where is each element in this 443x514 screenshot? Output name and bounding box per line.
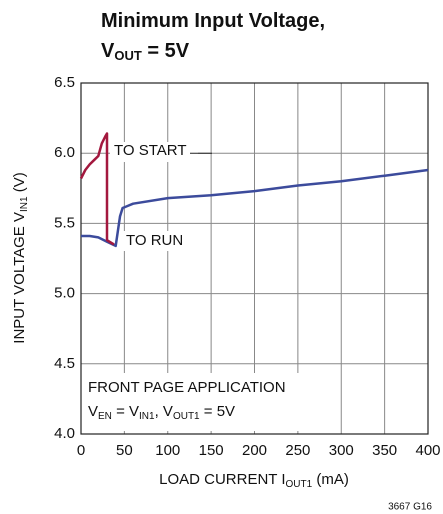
y-tick-label: 5.5	[54, 214, 75, 231]
annotation: FRONT PAGE APPLICATION	[88, 379, 286, 396]
annotation-part: V	[88, 403, 98, 420]
x-tick-label: 250	[285, 442, 310, 459]
y-tick-label: 6.0	[54, 144, 75, 161]
annotation: TO RUN	[126, 232, 183, 249]
x-tick-label: 150	[199, 442, 224, 459]
annotation-sub: OUT1	[173, 411, 200, 422]
annotation-part: , V	[155, 403, 173, 420]
y-tick-label: 4.0	[54, 425, 75, 442]
data-line	[79, 132, 115, 246]
chart-title: Minimum Input Voltage,	[101, 10, 325, 32]
x-tick-label: 350	[372, 442, 397, 459]
x-tick-label: 50	[116, 442, 133, 459]
label-part: INPUT VOLTAGE V	[11, 212, 28, 344]
annotation-bg	[110, 142, 198, 162]
annotation-bg	[84, 373, 304, 431]
title-part: = 5V	[142, 40, 190, 62]
label-sub: OUT1	[286, 479, 313, 490]
title-line: Minimum Input Voltage,	[101, 10, 325, 32]
annotation-sub: EN	[98, 411, 112, 422]
annotation-bg	[122, 231, 192, 251]
annotation: TO START	[114, 142, 187, 159]
footnote: 3667 G16	[388, 502, 432, 513]
x-tick-label: 300	[329, 442, 354, 459]
annotation: VEN = VIN1, VOUT1 = 5V	[88, 403, 235, 422]
label-part: LOAD CURRENT I	[159, 471, 285, 488]
label-part: (V)	[11, 172, 28, 196]
x-tick-label: 0	[77, 442, 85, 459]
x-tick-label: 100	[155, 442, 180, 459]
x-tick-label: 400	[415, 442, 440, 459]
x-axis-label: LOAD CURRENT IOUT1 (mA)	[159, 471, 349, 490]
data-line	[81, 168, 429, 248]
chart-title: VOUT = 5V	[101, 40, 190, 63]
y-tick-label: 5.0	[54, 285, 75, 302]
y-tick-label: 6.5	[54, 74, 75, 91]
plot-frame	[80, 82, 429, 435]
annotation-part: = 5V	[200, 403, 235, 420]
annotation-sub: IN1	[139, 411, 155, 422]
annotation-part: = V	[112, 403, 139, 420]
label-part: (mA)	[312, 471, 349, 488]
title-part: V	[101, 40, 115, 62]
x-tick-label: 200	[242, 442, 267, 459]
label-sub: IN1	[19, 196, 30, 212]
y-tick-label: 4.5	[54, 355, 75, 372]
y-axis-label: INPUT VOLTAGE VIN1 (V)	[11, 172, 30, 343]
title-sub: OUT	[114, 48, 142, 63]
